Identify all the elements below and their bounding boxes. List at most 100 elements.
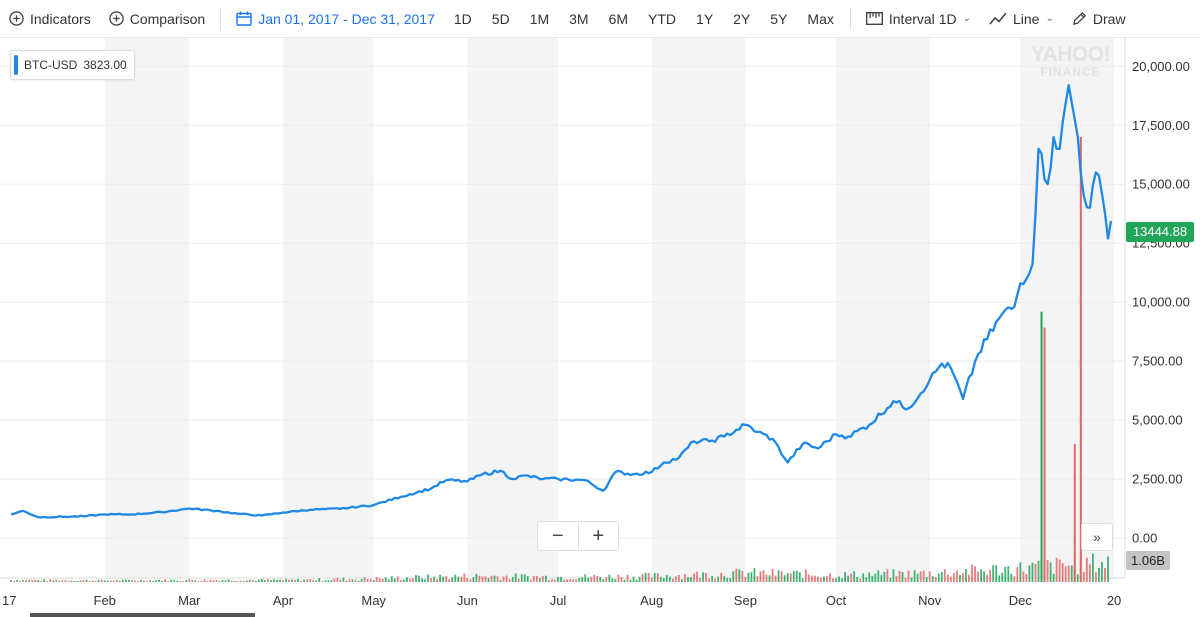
- watermark-brand: YAHOO!: [1030, 43, 1111, 66]
- range-1m-button[interactable]: 1M: [529, 10, 550, 27]
- zoom-in-button[interactable]: +: [577, 522, 619, 550]
- volume-bar: [529, 579, 532, 582]
- month-band: [836, 38, 930, 578]
- volume-tag: 1.06B: [1126, 551, 1170, 570]
- volume-bar: [847, 575, 850, 582]
- volume-bar: [1055, 557, 1058, 582]
- volume-bar: [714, 578, 717, 582]
- range-6m-button[interactable]: 6M: [608, 10, 629, 27]
- volume-bar: [1031, 562, 1034, 582]
- x-tick-label: Apr: [273, 593, 294, 608]
- volume-bar: [254, 580, 257, 582]
- volume-bar: [829, 573, 831, 582]
- volume-bar: [412, 578, 414, 582]
- volume-bar: [786, 573, 789, 582]
- volume-bar: [702, 572, 704, 582]
- volume-bar: [708, 578, 711, 582]
- volume-bar: [170, 579, 173, 582]
- volume-bar: [469, 579, 472, 582]
- draw-button[interactable]: Draw: [1063, 0, 1135, 38]
- volume-bar: [572, 579, 575, 582]
- x-tick-label: Oct: [826, 593, 847, 608]
- x-tick-label: 20: [1107, 593, 1121, 608]
- volume-bar: [804, 569, 807, 582]
- interval-dropdown[interactable]: Interval 1D ⌄: [857, 0, 980, 38]
- range-ytd-button[interactable]: YTD: [648, 10, 677, 27]
- volume-bar: [566, 579, 568, 582]
- x-tick-label: Dec: [1009, 593, 1033, 608]
- range-3m-button[interactable]: 3M: [569, 10, 589, 27]
- volume-bar: [406, 577, 408, 582]
- price-chart[interactable]: 0.002,500.005,000.007,500.0010,000.0012,…: [0, 38, 1200, 617]
- volume-bar: [427, 574, 429, 582]
- range-1y-button[interactable]: 1Y: [696, 10, 714, 27]
- comparison-button[interactable]: Comparison: [100, 0, 214, 38]
- zoom-out-button[interactable]: −: [551, 524, 564, 547]
- volume-bar: [895, 576, 898, 582]
- volume-bar: [777, 570, 780, 582]
- volume-spike: [1040, 311, 1043, 582]
- range-max-button[interactable]: Max: [807, 10, 834, 27]
- volume-bar: [696, 571, 698, 582]
- volume-bar: [789, 573, 792, 582]
- current-price-tag: 13444.88: [1126, 222, 1194, 242]
- volume-bar: [983, 571, 986, 582]
- volume-bar: [288, 579, 290, 582]
- volume-bar: [381, 579, 384, 582]
- volume-bar: [118, 580, 121, 582]
- range-2y-button[interactable]: 2Y: [733, 10, 751, 27]
- expand-button[interactable]: »: [1081, 523, 1113, 551]
- volume-bar: [106, 580, 109, 582]
- volume-bar: [82, 580, 85, 582]
- volume-bar: [478, 575, 481, 582]
- volume-bar: [874, 573, 877, 582]
- volume-bar: [339, 579, 342, 582]
- indicators-button[interactable]: Indicators: [0, 0, 100, 38]
- volume-bar: [959, 574, 961, 582]
- volume-bar: [266, 579, 269, 582]
- volume-bar: [880, 575, 883, 582]
- series-legend[interactable]: BTC-USD 3823.00: [10, 50, 135, 80]
- month-band: [283, 38, 374, 578]
- volume-bar: [681, 579, 683, 582]
- volume-bar: [260, 579, 263, 582]
- volume-bar: [309, 579, 312, 582]
- volume-bar: [659, 576, 662, 582]
- volume-bar: [699, 577, 701, 582]
- volume-bar: [369, 579, 372, 582]
- volume-bar: [1028, 565, 1031, 582]
- date-range-picker[interactable]: Jan 01, 2017 - Dec 31, 2017: [227, 0, 444, 38]
- range-1d-button[interactable]: 1D: [453, 10, 472, 27]
- volume-bar: [1088, 564, 1091, 582]
- volume-bar: [551, 579, 553, 582]
- volume-bar: [886, 569, 889, 582]
- volume-bar: [285, 578, 287, 582]
- volume-bar: [387, 579, 390, 582]
- volume-bars: [10, 136, 1109, 583]
- volume-bar: [70, 580, 73, 582]
- volume-bar: [121, 579, 124, 582]
- volume-bar: [650, 577, 653, 582]
- volume-bar: [674, 576, 677, 582]
- volume-bar: [1037, 560, 1040, 582]
- volume-bar: [242, 581, 245, 582]
- volume-bar: [859, 578, 862, 582]
- range-5d-button[interactable]: 5D: [491, 10, 510, 27]
- volume-bar: [31, 580, 34, 582]
- volume-bar: [726, 577, 729, 582]
- volume-bar: [263, 580, 266, 582]
- volume-bar: [451, 577, 454, 582]
- volume-bar: [907, 570, 910, 582]
- volume-bar: [617, 574, 620, 582]
- volume-bar: [665, 575, 668, 582]
- chart-type-dropdown[interactable]: Line ⌄: [980, 0, 1063, 38]
- volume-bar: [55, 579, 58, 582]
- volume-bar: [1064, 566, 1067, 582]
- legend-symbol: BTC-USD: [24, 58, 78, 72]
- volume-bar: [768, 575, 771, 582]
- volume-bar: [490, 575, 493, 582]
- scroll-thumb[interactable]: [30, 613, 255, 617]
- volume-bar: [823, 576, 825, 582]
- range-5y-button[interactable]: 5Y: [770, 10, 788, 27]
- volume-bar: [58, 580, 61, 582]
